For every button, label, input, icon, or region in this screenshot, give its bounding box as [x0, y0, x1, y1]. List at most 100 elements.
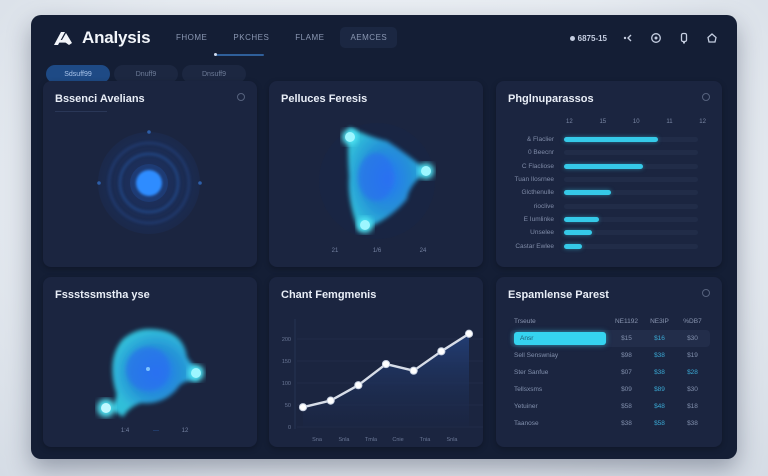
bar-row[interactable]: & Flaclier: [496, 133, 722, 146]
bar-row[interactable]: rioclive: [496, 199, 722, 212]
bar-label: & Flaclier: [526, 136, 554, 144]
data-point: [298, 403, 308, 412]
card-bars: Phglnuparassos 12 15 10 11 12 & Flaclier…: [496, 81, 722, 267]
column-header[interactable]: NE3IP: [650, 318, 669, 325]
nav-item-home[interactable]: FHOME: [176, 33, 208, 42]
card-title: Pelluces Feresis: [281, 93, 368, 105]
bar-track: [564, 150, 698, 156]
bar-row[interactable]: E Iumlinke: [496, 213, 722, 226]
nav-item-4[interactable]: AEMCES: [340, 27, 398, 48]
nav-item-3[interactable]: FLAME: [295, 33, 325, 42]
value-cell: $18: [687, 403, 698, 410]
nav-active-indicator: [214, 53, 264, 56]
bar-row[interactable]: Unselee: [496, 226, 722, 239]
row-name-cell: Ansr: [510, 332, 610, 345]
axis-label: ---: [153, 428, 159, 434]
bar-track: [564, 216, 698, 222]
bar-row[interactable]: 0 Beecnr: [496, 146, 722, 159]
bar-fill: [564, 137, 658, 143]
status-indicator: 6875-15: [569, 33, 607, 43]
bar-track: [564, 163, 698, 169]
bar-row[interactable]: C Flacliose: [496, 160, 722, 173]
bar-row[interactable]: Castar Ewlee: [496, 239, 722, 252]
column-header[interactable]: %DB7: [683, 318, 702, 325]
table-row[interactable]: Yetuiner $58 $48 $18: [510, 398, 710, 415]
y-tick: 0: [288, 425, 291, 431]
app-logo[interactable]: Analysis: [52, 28, 151, 48]
device-icon[interactable]: [677, 31, 691, 45]
value-cell: $30: [687, 386, 698, 393]
card-title: Fssstssmstha yse: [55, 289, 150, 301]
table-row[interactable]: Ansr $15 $16 $30: [510, 330, 710, 347]
x-tick: Tnia: [420, 437, 432, 443]
axis-label: 1:4: [121, 428, 130, 434]
value-cell: $89: [654, 386, 665, 393]
bar-label: E Iumlinke: [523, 215, 554, 223]
x-tick: Cnie: [392, 437, 403, 443]
globe-icon[interactable]: [649, 31, 663, 45]
selected-row-pill: Ansr: [514, 332, 606, 345]
subtab-1[interactable]: Sdsuff99: [46, 65, 110, 83]
card-title: Espamlense Parest: [508, 289, 609, 301]
status-label: 6875-15: [577, 33, 607, 43]
bar-fill: [564, 216, 600, 222]
value-cell: $38: [654, 352, 665, 359]
bar-label: Unselee: [530, 229, 554, 237]
row-name-cell: Tellsxsms: [514, 386, 543, 393]
axis-tick: 12: [566, 119, 573, 125]
bar-fill: [564, 230, 593, 236]
subtab-2[interactable]: Dnuff9: [114, 65, 178, 83]
value-cell: $48: [654, 403, 665, 410]
x-tick: Snla: [446, 437, 458, 443]
card-subtitle-line: [55, 111, 107, 112]
back-icon[interactable]: [621, 31, 635, 45]
x-tick: Snla: [338, 437, 350, 443]
radial-chart: [97, 130, 202, 234]
data-point: [354, 381, 363, 390]
axis-label: 1/6: [373, 248, 382, 254]
data-point: [437, 347, 446, 356]
value-cell: $38: [621, 420, 632, 427]
table-row[interactable]: Taanose $38 $58 $38: [510, 415, 710, 432]
settings-icon[interactable]: [237, 93, 245, 101]
home-icon[interactable]: [705, 31, 719, 45]
axis-label: 12: [182, 428, 189, 434]
table-row[interactable]: Tellsxsms $09 $89 $30: [510, 381, 710, 398]
card-scatter: Bssenci Avelians: [43, 81, 257, 267]
column-header[interactable]: Trseute: [514, 318, 536, 325]
x-tick: Sna: [312, 437, 323, 443]
logo-icon: [54, 32, 72, 45]
bar-track: [564, 190, 698, 196]
x-tick: Tmla: [365, 437, 378, 443]
table-row[interactable]: Ster Sanfue $07 $38 $28: [510, 364, 710, 381]
axis-label: 24: [420, 248, 427, 254]
data-point: [381, 359, 391, 369]
bar-label: rioclive: [533, 202, 554, 210]
settings-icon[interactable]: [702, 93, 710, 101]
row-name-cell: Sell Senswniay: [514, 352, 559, 359]
y-tick: 100: [282, 381, 291, 387]
column-header[interactable]: NE1192: [614, 318, 638, 325]
subtab-3[interactable]: Dnsuff9: [182, 65, 246, 83]
table-header: Trseute NE1192 NE3IP %DB7: [510, 313, 710, 330]
bar-fill: [564, 190, 611, 196]
axis-tick: 11: [666, 119, 673, 125]
bar-track: [564, 177, 698, 183]
table-row[interactable]: Sell Senswniay $98 $38 $19: [510, 347, 710, 364]
bar-fill: [564, 243, 583, 249]
value-cell: $30: [687, 335, 698, 342]
bar-row[interactable]: Glcthenulle: [496, 186, 722, 199]
value-cell: $58: [654, 420, 665, 427]
data-point: [409, 366, 418, 375]
nav-item-2[interactable]: PKCHES: [233, 33, 270, 42]
sub-tabs: Sdsuff99 Dnuff9 Dnsuff9: [46, 65, 246, 83]
row-name-cell: Taanose: [514, 420, 539, 427]
value-cell: $38: [654, 369, 665, 376]
settings-icon[interactable]: [702, 289, 710, 297]
bar-track: [564, 230, 698, 236]
bar-track: [564, 243, 698, 249]
y-tick: 50: [285, 403, 291, 409]
card-line: Chant Femgmenis 0 50 100 150 200 Sna Snla Tmla…: [269, 277, 483, 447]
header-actions: 6875-15: [569, 31, 719, 45]
bar-row[interactable]: Tuan Ilosrnee: [496, 173, 722, 186]
